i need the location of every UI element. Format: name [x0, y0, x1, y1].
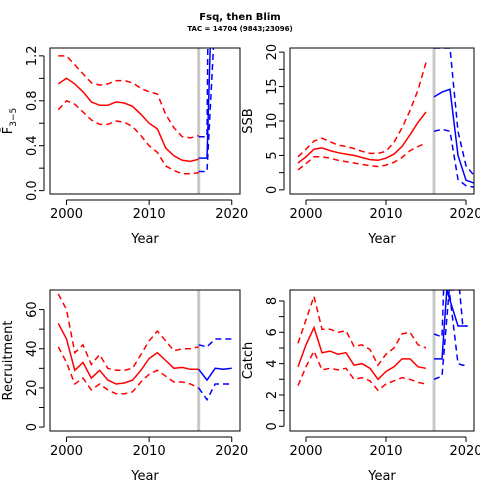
y-axis-label: SSB — [241, 108, 256, 133]
series-hist-median — [297, 111, 427, 164]
y-axis-label: Catch — [241, 342, 256, 380]
y-axis-label: F̄3−5 — [1, 108, 19, 134]
series-hist-median — [57, 77, 199, 163]
series-hist-lower — [297, 142, 427, 171]
x-tick-label: 2000 — [289, 207, 322, 222]
x-axis-label: Year — [367, 469, 396, 480]
x-tick-label: 2010 — [133, 207, 166, 222]
x-tick-label: 2000 — [50, 444, 83, 459]
x-axis-label: Year — [130, 469, 159, 480]
plot-frame — [49, 47, 241, 195]
x-tick-label: 2020 — [449, 207, 480, 222]
x-axis-label: Year — [367, 232, 396, 247]
y-tick-label: 15 — [265, 78, 280, 95]
x-tick-label: 2000 — [289, 444, 322, 459]
series-hist-median — [57, 322, 199, 385]
y-tick-label: 5 — [265, 151, 280, 159]
series-hist-upper — [297, 293, 427, 367]
x-tick-label: 2020 — [215, 444, 248, 459]
y-tick-label: 2 — [265, 391, 280, 399]
y-tick-label: 8 — [265, 297, 280, 305]
series-proj-lower — [433, 128, 474, 188]
series-proj-upper — [198, 48, 209, 138]
y-axis-label: Recruitment — [1, 321, 16, 401]
series-hist-lower — [57, 346, 200, 395]
panel-recruitment: 2000 2010 2020 Year 0 20 40 60 Recruitment — [1, 289, 248, 480]
series-proj-median — [198, 367, 232, 382]
series-hist-lower — [57, 99, 199, 175]
series-hist-lower — [297, 349, 427, 392]
y-tick-label: 4 — [265, 359, 280, 367]
figure-subtitle: TAC = 14704 (9843;23096) — [187, 25, 292, 33]
y-tick-label: 20 — [265, 44, 280, 61]
plot-frame — [49, 289, 241, 432]
y-tick-label: 20 — [25, 380, 40, 397]
y-tick-label: 0.4 — [25, 135, 40, 156]
x-tick-label: 2010 — [369, 207, 402, 222]
y-tick-label: 0 — [265, 186, 280, 194]
x-tick-label: 2020 — [215, 207, 248, 222]
panel-f: 2000 2010 2020 Year 0.0 0.4 0.8 1.2 F̄3−5 — [1, 46, 249, 247]
series-proj-upper — [198, 338, 232, 348]
series-proj-lower — [198, 48, 215, 173]
plot-area — [57, 48, 215, 194]
panel-catch: 2000 2010 2020 Year 0 2 4 6 8 Catch — [241, 289, 480, 480]
x-tick-label: 2010 — [133, 444, 166, 459]
series-hist-median — [297, 325, 427, 381]
series-proj-median — [198, 48, 211, 159]
y-tick-label: 0.8 — [25, 90, 40, 111]
series-hist-upper — [57, 293, 199, 372]
y-tick-label: 60 — [25, 301, 40, 318]
y-tick-label: 1.2 — [25, 46, 40, 67]
x-axis-label: Year — [130, 232, 159, 247]
series-proj-median — [433, 88, 474, 184]
y-tick-label: 0.0 — [25, 180, 40, 201]
plot-area — [297, 48, 474, 194]
y-tick-label: 6 — [265, 328, 280, 336]
figure-title: Fsq, then Blim — [199, 12, 280, 23]
y-tick-label: 0 — [25, 423, 40, 431]
series-proj-upper — [433, 290, 468, 339]
plot-area — [57, 290, 232, 431]
x-tick-label: 2020 — [449, 444, 480, 459]
series-proj-lower — [433, 290, 468, 380]
plot-area — [297, 290, 468, 431]
plot-frame — [289, 289, 475, 432]
series-proj-median — [434, 290, 468, 360]
panel-ssb: 2000 2010 2020 Year 0 5 10 15 20 SSB — [241, 44, 480, 247]
plot-frame — [289, 47, 475, 195]
x-tick-label: 2010 — [369, 444, 402, 459]
series-proj-lower — [198, 383, 232, 402]
series-hist-upper — [58, 55, 199, 139]
y-tick-label: 0 — [265, 422, 280, 430]
x-tick-label: 2000 — [50, 207, 83, 222]
y-tick-label: 40 — [25, 340, 40, 357]
y-tick-label: 10 — [265, 113, 280, 130]
series-hist-upper — [297, 62, 427, 158]
